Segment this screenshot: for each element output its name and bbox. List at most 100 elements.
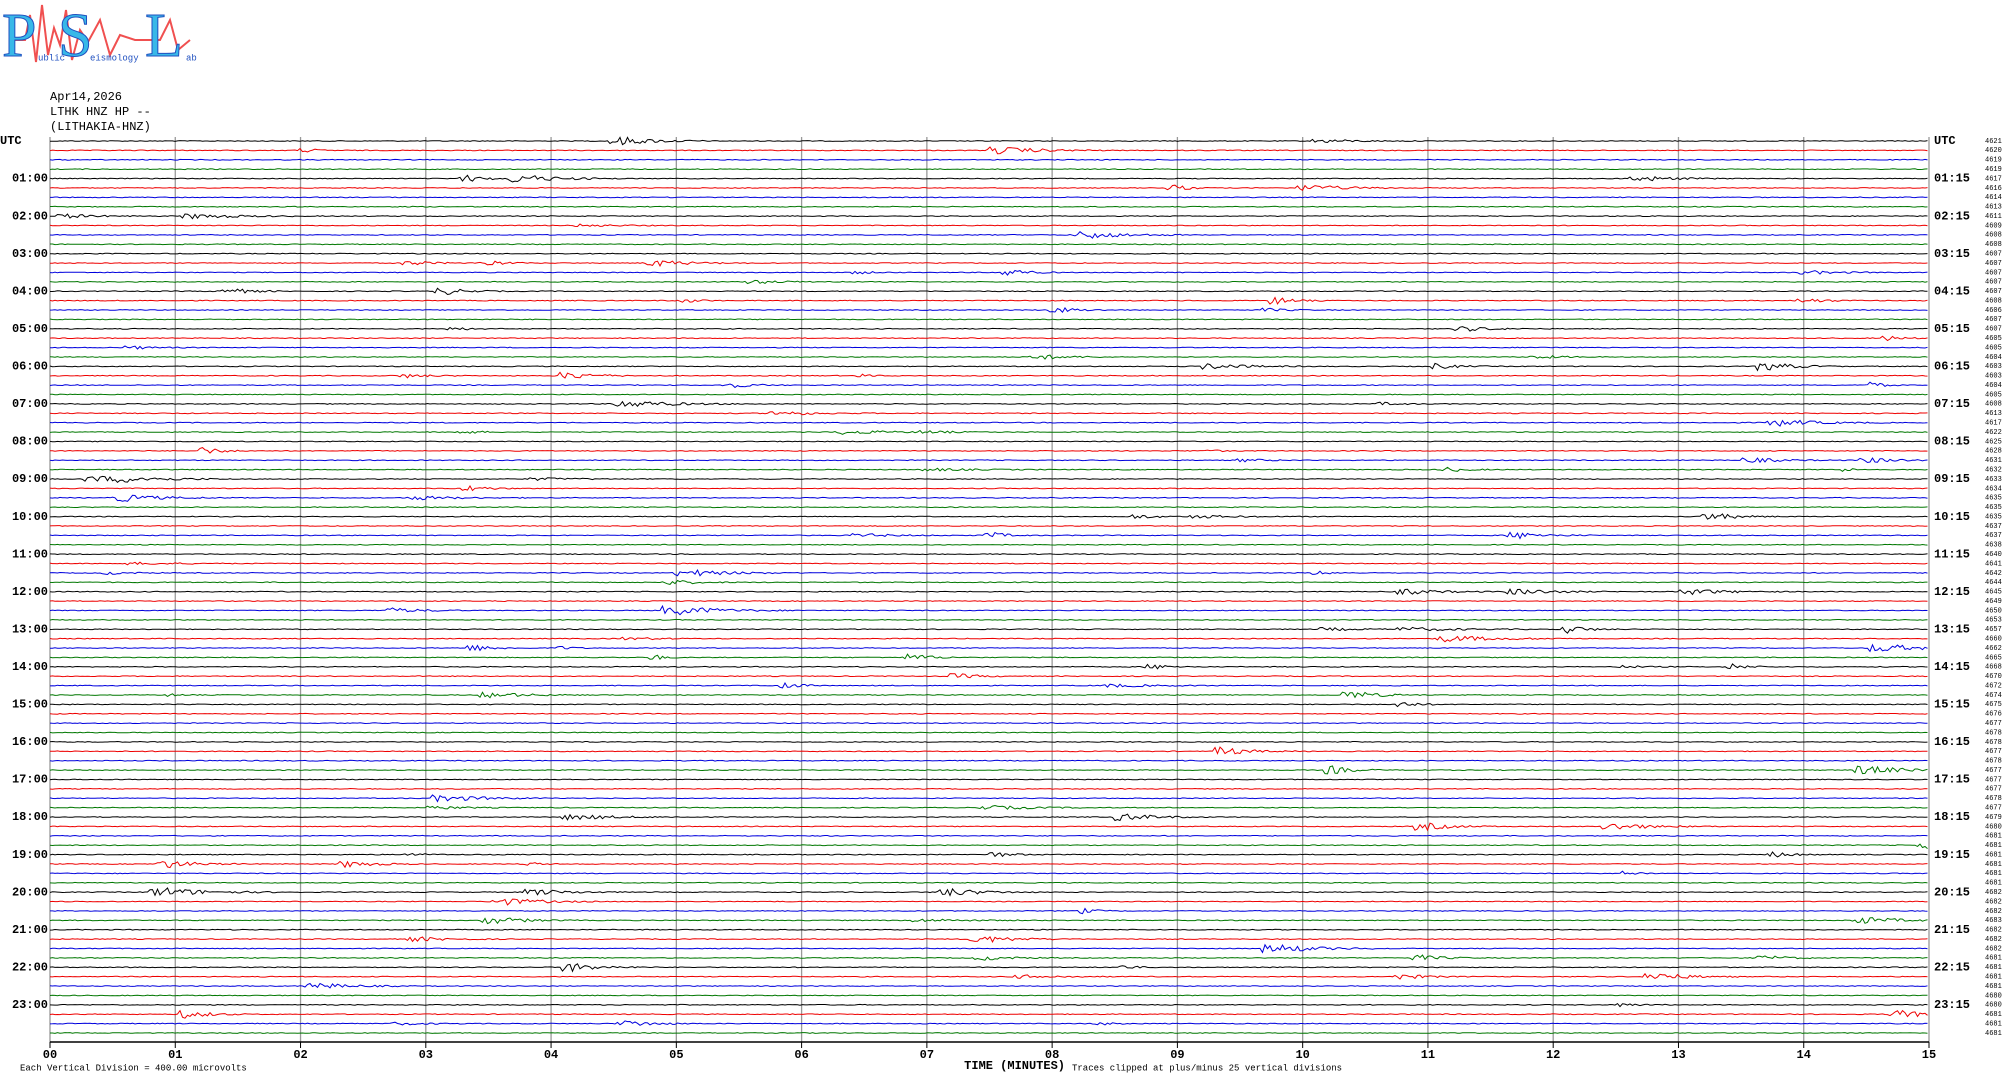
left-time-label: UTC [0,134,22,148]
left-time-label: 09:00 [12,472,48,486]
minute-label: 04 [544,1048,558,1062]
logo-letter: P [2,2,36,70]
right-time-label: 20:15 [1934,885,1970,899]
trace-count: 4677 [1985,776,2002,784]
trace-count: 4681 [1985,861,2002,869]
station-name: (LITHAKIA-HNZ) [50,120,151,134]
trace [50,1032,1928,1034]
trace-count: 4607 [1985,326,2002,334]
minute-label: 05 [669,1048,683,1062]
trace-count: 4613 [1985,204,2002,212]
trace [49,600,1928,603]
trace-count: 4616 [1985,185,2002,193]
logo-letter: S [58,2,92,70]
trace [50,196,1928,199]
x-axis-title: TIME (MINUTES) [964,1059,1065,1073]
trace-count: 4682 [1985,908,2002,916]
trace [49,168,1928,171]
right-time-label: 02:15 [1934,209,1970,223]
trace [49,231,1928,239]
trace-count: 4607 [1985,260,2002,268]
trace [49,618,1928,621]
trace-count: 4608 [1985,401,2002,409]
trace-count: 4674 [1985,692,2002,700]
trace-count: 4681 [1985,833,2002,841]
trace-count: 4603 [1985,363,2002,371]
trace [50,447,1928,454]
right-time-label: 19:15 [1934,848,1970,862]
trace-count: 4622 [1985,429,2002,437]
trace-count: 4681 [1985,880,2002,888]
trace [49,653,1928,661]
scale-note: Each Vertical Division = 400.00 microvol… [20,1063,247,1073]
right-time-label: 06:15 [1934,360,1970,374]
trace [50,287,1928,296]
trace-count: 4634 [1985,485,2002,493]
trace [49,318,1928,321]
trace-count: 4620 [1985,147,2002,155]
trace-count: 4638 [1985,542,2002,550]
left-time-label: 14:00 [12,660,48,674]
trace-count: 4641 [1985,560,2002,568]
trace [49,136,1928,146]
trace [49,834,1928,837]
trace-count: 4611 [1985,213,2002,221]
trace-count: 4678 [1985,739,2002,747]
trace-count: 4605 [1985,344,2002,352]
trace [49,626,1928,634]
trace [49,531,1928,540]
trace [49,494,1928,502]
trace [49,860,1928,869]
trace-count: 4682 [1985,898,2002,906]
minute-label: 02 [293,1048,307,1062]
trace [49,804,1928,810]
trace [49,881,1928,884]
right-time-label: 09:15 [1934,472,1970,486]
trace-count: 4625 [1985,438,2002,446]
trace [49,943,1928,954]
trace [50,643,1928,653]
trace [49,898,1928,906]
trace [49,681,1928,689]
trace [49,712,1928,715]
trace [50,746,1928,755]
trace [49,184,1928,191]
trace [49,778,1928,781]
trace-count: 4607 [1985,251,2002,259]
trace-count: 4680 [1985,823,2002,831]
trace-count: 4604 [1985,382,2002,390]
trace-count: 4677 [1985,804,2002,812]
right-time-label: 10:15 [1934,510,1970,524]
right-time-label: 13:15 [1934,622,1970,636]
trace [49,269,1928,276]
trace-count: 4676 [1985,711,2002,719]
trace-count: 4682 [1985,945,2002,953]
trace-count: 4617 [1985,420,2002,428]
trace-count: 4657 [1985,626,2002,634]
trace [50,702,1928,708]
trace-count: 4681 [1985,983,2002,991]
trace-count: 4677 [1985,748,2002,756]
trace-count: 4608 [1985,241,2002,249]
left-time-label: 16:00 [12,735,48,749]
trace-count: 4619 [1985,157,2002,165]
trace-count: 4665 [1985,654,2002,662]
trace-count: 4678 [1985,729,2002,737]
trace-count: 4682 [1985,889,2002,897]
trace [49,917,1928,925]
minute-label: 12 [1546,1048,1560,1062]
trace-count: 4607 [1985,316,2002,324]
left-time-label: 10:00 [12,510,48,524]
trace [49,759,1928,762]
trace [49,935,1928,943]
trace [49,326,1928,332]
trace [49,279,1928,285]
trace-count: 4680 [1985,1002,2002,1010]
right-time-label: UTC [1934,134,1956,148]
left-time-label: 01:00 [12,172,48,186]
trace [49,822,1928,832]
left-time-label: 17:00 [12,773,48,787]
trace [49,588,1928,596]
logo-word: ublic [38,53,65,63]
trace-count: 4681 [1985,1020,2002,1028]
